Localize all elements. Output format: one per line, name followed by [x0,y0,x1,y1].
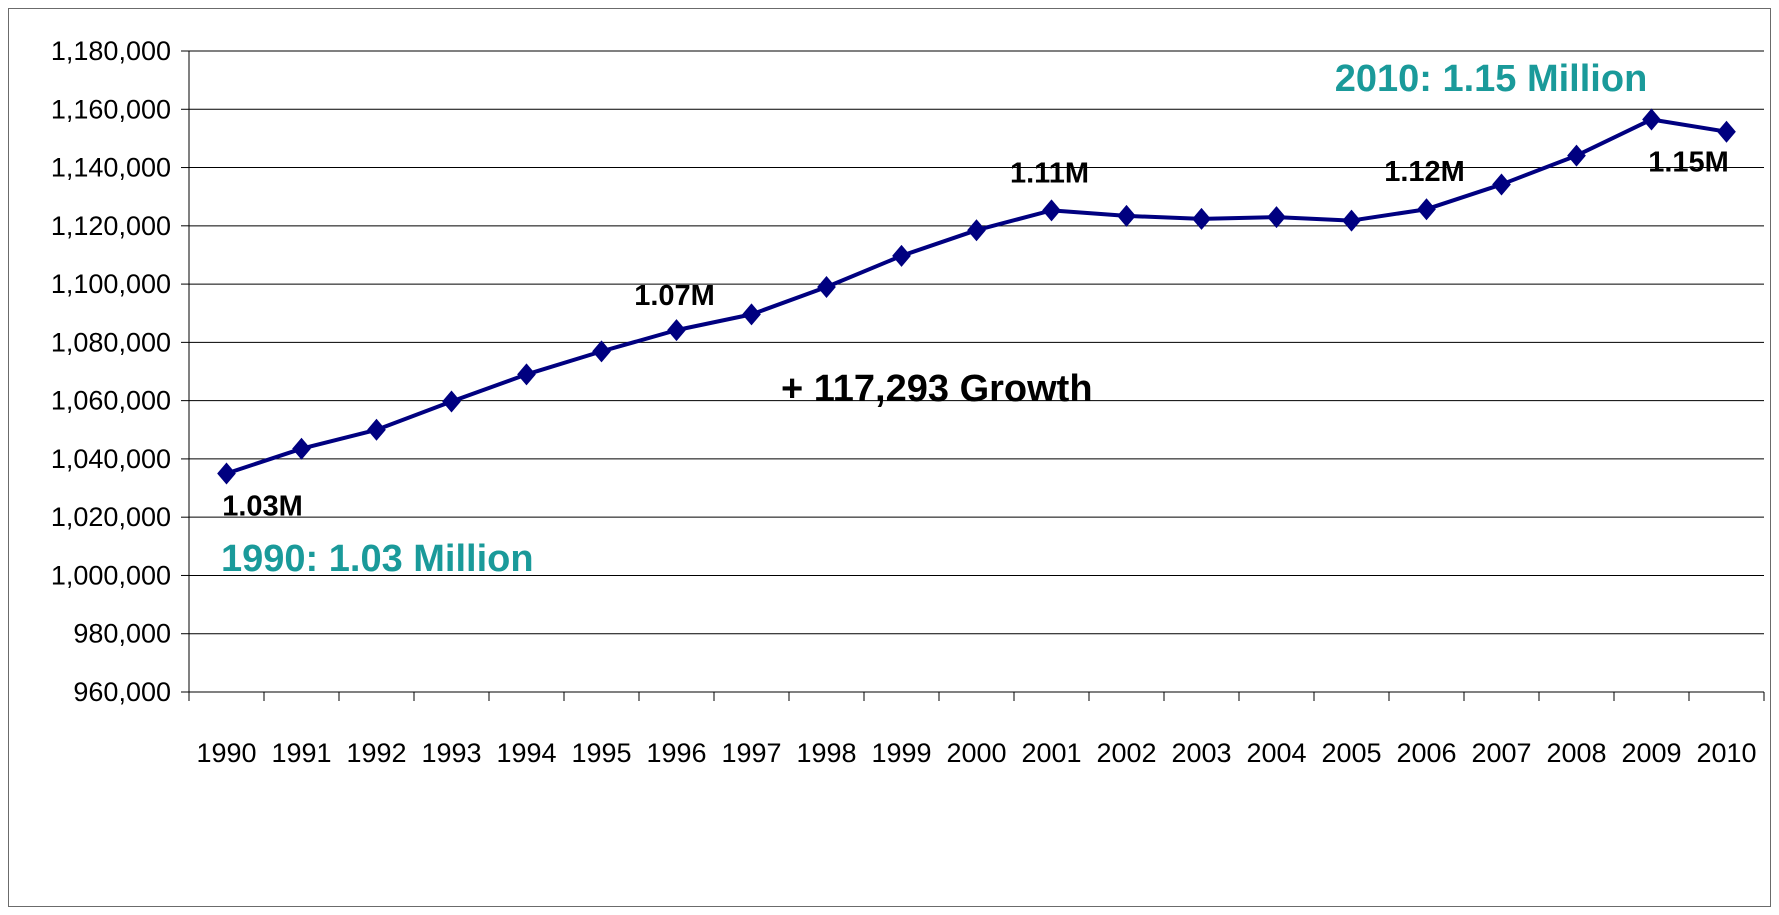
data-point-1992 [367,418,386,441]
y-tick-label: 1,080,000 [51,327,171,357]
data-point-1997 [742,303,761,326]
x-tick-label: 2003 [1171,738,1231,768]
x-tick-label: 1990 [196,738,256,768]
x-tick-label: 1997 [721,738,781,768]
x-tick-label: 1994 [496,738,556,768]
x-tick-label: 1999 [871,738,931,768]
data-point-2008 [1567,144,1586,167]
y-tick-label: 1,040,000 [51,444,171,474]
y-tick-label: 1,160,000 [51,94,171,124]
data-point-1994 [517,363,536,386]
data-point-1996 [667,319,686,342]
x-tick-label: 2009 [1621,738,1681,768]
data-point-2003 [1192,207,1211,230]
annotations: 2010: 1.15 Million 1990: 1.03 Million + … [221,58,1647,580]
data-point-2010 [1717,120,1736,143]
x-tick-label: 2007 [1471,738,1531,768]
x-axis-tick-labels: 1990 1991 1992 1993 1994 1995 1996 1997 1998 1999… [196,738,1756,768]
y-tick-label: 1,120,000 [51,211,171,241]
series-layer [217,108,1736,485]
data-point-1999 [892,244,911,267]
data-point-1991 [292,437,311,460]
annotation-2010-callout: 2010: 1.15 Million [1335,58,1648,100]
x-tick-label: 1995 [571,738,631,768]
y-tick-label: 1,000,000 [51,560,171,590]
chart-frame: 960,000 980,000 1,000,000 1,020,000 1,040,00… [8,8,1771,907]
data-point-2000 [967,219,986,242]
x-tick-label: 2001 [1021,738,1081,768]
data-labels: 1.03M 1.07M 1.11M 1.12M 1.15M [222,147,1729,523]
x-tick-label: 2006 [1396,738,1456,768]
data-point-1998 [817,276,836,299]
data-point-2002 [1117,204,1136,227]
point-label-2006: 1.12M [1384,156,1465,188]
x-tick-label: 1993 [421,738,481,768]
x-tick-label: 2008 [1546,738,1606,768]
x-tick-label: 1992 [346,738,406,768]
point-label-1990: 1.03M [222,490,303,522]
x-tick-label: 2010 [1696,738,1756,768]
data-point-2001 [1042,199,1061,222]
data-point-1990 [217,462,236,485]
x-tick-label: 1998 [796,738,856,768]
x-tick-label: 2002 [1096,738,1156,768]
x-tick-label: 1991 [271,738,331,768]
x-tick-label: 2005 [1321,738,1381,768]
data-point-1993 [442,390,461,413]
data-point-2006 [1417,198,1436,221]
x-tick-label: 1996 [646,738,706,768]
x-tick-label: 2004 [1246,738,1306,768]
series-line [225,117,1727,476]
axes [181,50,1765,701]
y-tick-label: 1,140,000 [51,153,171,183]
y-axis-tick-labels: 960,000 980,000 1,000,000 1,020,000 1,040,00… [51,36,171,707]
data-point-2009 [1642,108,1661,131]
data-point-2005 [1342,209,1361,232]
gridlines [189,50,1764,635]
annotation-1990-callout: 1990: 1.03 Million [221,538,534,580]
point-label-2001: 1.11M [1010,157,1089,189]
y-tick-label: 960,000 [73,677,171,707]
y-tick-label: 1,180,000 [51,36,171,66]
data-point-2007 [1492,173,1511,196]
y-tick-label: 1,100,000 [51,269,171,299]
x-tick-label: 2000 [946,738,1006,768]
data-point-1995 [592,340,611,363]
y-tick-label: 1,020,000 [51,502,171,532]
annotation-growth-callout: + 117,293 Growth [781,368,1093,410]
y-tick-label: 1,060,000 [51,386,171,416]
y-tick-label: 980,000 [73,619,171,649]
point-label-2010: 1.15M [1648,147,1729,179]
line-chart: 960,000 980,000 1,000,000 1,020,000 1,040,00… [51,36,1765,768]
data-point-2004 [1267,206,1286,229]
point-label-1996: 1.07M [634,280,715,312]
